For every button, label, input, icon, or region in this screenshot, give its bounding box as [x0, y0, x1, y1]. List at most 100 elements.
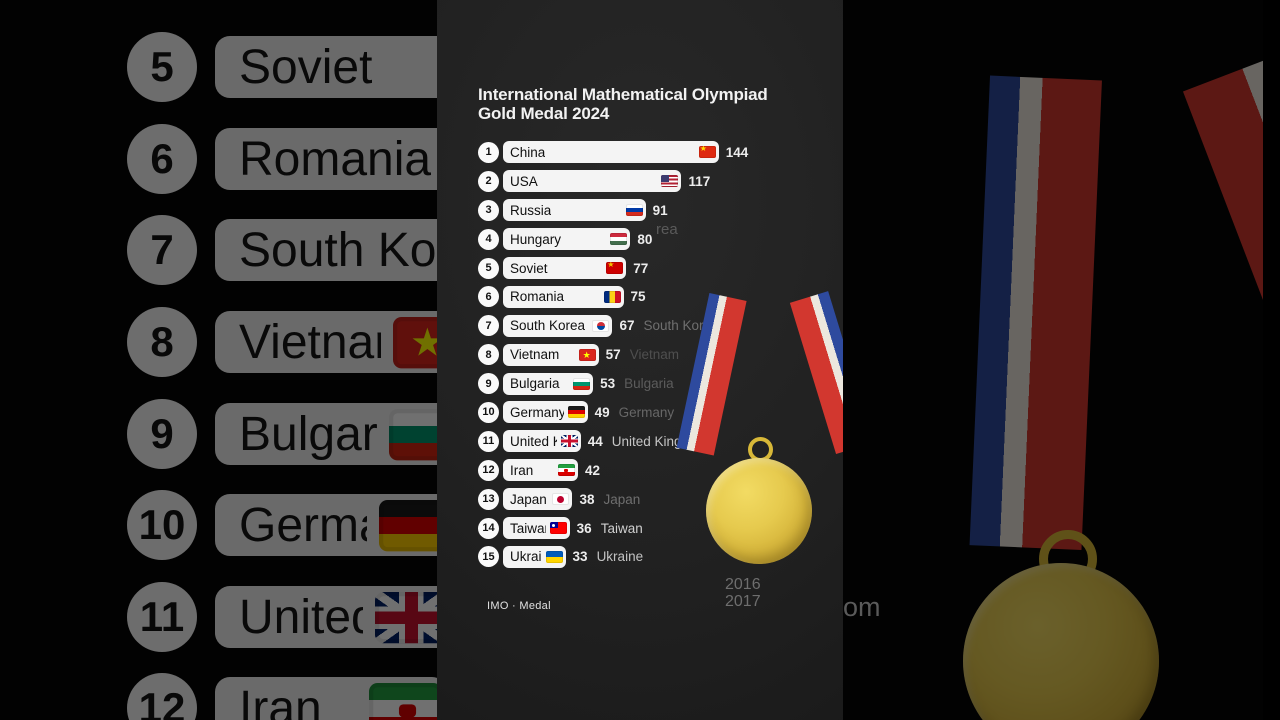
country-bar: Germany: [503, 401, 588, 424]
ghost-country-label: Ukraine: [596, 549, 644, 565]
country-bar: China: [503, 141, 719, 164]
chart-title-line2: Gold Medal 2024: [478, 104, 610, 123]
rank-number: 5: [478, 257, 499, 279]
rank-number: 4: [478, 228, 499, 250]
gold-medal: [706, 458, 812, 564]
medal-count: 49: [594, 404, 610, 420]
year-value: 2016: [725, 576, 761, 593]
rank-number: 14: [478, 517, 499, 539]
ghost-country-label: Taiwan: [600, 520, 643, 536]
medal-count: 53: [600, 376, 616, 392]
flag-icon-vn: [578, 348, 596, 361]
rank-row-12: 12 Iran 42: [478, 456, 748, 485]
rank-number: 2: [478, 170, 499, 192]
rank-row-10: 10 Germany 49 Germany: [478, 398, 748, 427]
country-bar: Vietnam: [503, 343, 599, 366]
rank-row-8: 8 Vietnam 57 Vietnam: [478, 340, 748, 369]
country-label: USA: [510, 173, 538, 189]
chart-title: International Mathematical Olympiad Gold…: [478, 85, 818, 123]
rank-row-14: 14 Taiwan 36 Taiwan: [478, 514, 748, 543]
country-bar: Soviet: [503, 257, 627, 279]
country-label: China: [510, 144, 546, 160]
flag-icon-jp: [552, 493, 570, 506]
rank-number: 8: [478, 344, 499, 366]
medal-count: 42: [584, 462, 600, 478]
country-label: Germany: [510, 404, 564, 420]
country-label: Bulgaria: [510, 376, 560, 392]
country-label: Vietnam: [510, 347, 560, 363]
flag-icon-bg: [573, 377, 591, 390]
country-label: Taiwan: [510, 520, 546, 536]
ghost-country-label: South Korea: [643, 318, 719, 334]
rank-row-15: 15 Ukraine 33 Ukraine: [478, 542, 748, 571]
medal-count: 77: [633, 260, 649, 276]
rank-row-3: 3 Russia 91: [478, 196, 748, 225]
dim-overlay: [0, 0, 437, 720]
flag-icon-hu: [610, 233, 628, 246]
ranking-list: 1China1442USA1173Russia914Hungary805Sovi…: [478, 138, 748, 571]
country-bar: Japan: [503, 488, 573, 511]
country-label: Hungary: [510, 231, 562, 247]
medal-count: 117: [688, 173, 711, 189]
ghost-country-label: Bulgaria: [624, 376, 674, 392]
medal-count: 38: [579, 491, 595, 507]
flag-icon-ro: [603, 290, 621, 303]
country-bar: Ukraine: [503, 545, 566, 568]
country-bar: Taiwan: [503, 517, 570, 540]
ghost-country-label: Germany: [618, 404, 675, 420]
rank-number: 13: [478, 488, 499, 510]
flag-icon-kr: [592, 319, 610, 332]
watermark-caption: IMO · Medal: [487, 600, 551, 612]
rank-number: 7: [478, 315, 499, 337]
country-label: Japan: [510, 491, 547, 507]
rank-row-2: 2 USA 117: [478, 167, 748, 196]
medal-count: 67: [619, 318, 635, 334]
rank-number: 12: [478, 459, 499, 481]
country-bar: South Korea: [503, 314, 613, 337]
flag-icon-cn: [698, 146, 716, 159]
country-label: Iran: [510, 462, 534, 478]
flag-icon-us: [661, 175, 679, 188]
background-left-panel: 5Soviet6Romania7South Korea8Vietnam9Bulg…: [0, 0, 437, 720]
flag-icon-ua: [545, 550, 563, 563]
rank-number: 3: [478, 199, 499, 221]
country-bar: Russia: [503, 199, 646, 222]
country-label: Soviet: [510, 260, 548, 276]
flag-icon-ru: [625, 204, 643, 217]
rank-row-5: 5 Soviet 77: [478, 254, 748, 283]
country-label: Romania: [510, 289, 565, 305]
medal-count: 80: [637, 231, 653, 247]
rank-row-7: 7 South Korea 67 South Korea: [478, 311, 748, 340]
rank-number: 10: [478, 401, 499, 423]
country-bar: Romania: [503, 285, 624, 308]
flag-icon-ir: [557, 464, 575, 477]
medal-count: 75: [630, 289, 646, 305]
medal-count: 57: [605, 347, 621, 363]
country-bar: Bulgaria: [503, 372, 594, 395]
ghost-country-label: Vietnam: [629, 347, 679, 363]
country-bar: Iran: [503, 459, 578, 482]
rank-number: 15: [478, 546, 499, 568]
flag-icon-de: [567, 406, 585, 419]
flag-icon-su: [606, 262, 624, 274]
dim-overlay: [843, 0, 1280, 720]
country-label: South Korea: [510, 318, 586, 334]
year-value: 2017: [725, 593, 761, 610]
medal-count: 144: [725, 144, 749, 160]
rank-number: 9: [478, 373, 499, 395]
rank-number: 1: [478, 141, 499, 163]
country-label: Ukraine: [510, 549, 542, 565]
ghost-text-kingdom-partial: om: [843, 592, 881, 622]
country-label: United Kingdom: [510, 433, 557, 449]
ghost-country-label: Japan: [603, 491, 641, 507]
country-label: Russia: [510, 202, 552, 218]
rank-row-13: 13 Japan 38 Japan: [478, 485, 748, 514]
chart-title-line1: International Mathematical Olympiad: [478, 85, 768, 104]
rank-number: 6: [478, 286, 499, 308]
rank-row-9: 9 Bulgaria 53 Bulgaria: [478, 369, 748, 398]
year-ticker: 2016 2017: [725, 576, 761, 610]
medal-count: 91: [652, 202, 668, 218]
medal-count: 36: [576, 520, 592, 536]
chart-video-panel: International Mathematical Olympiad Gold…: [437, 0, 843, 720]
